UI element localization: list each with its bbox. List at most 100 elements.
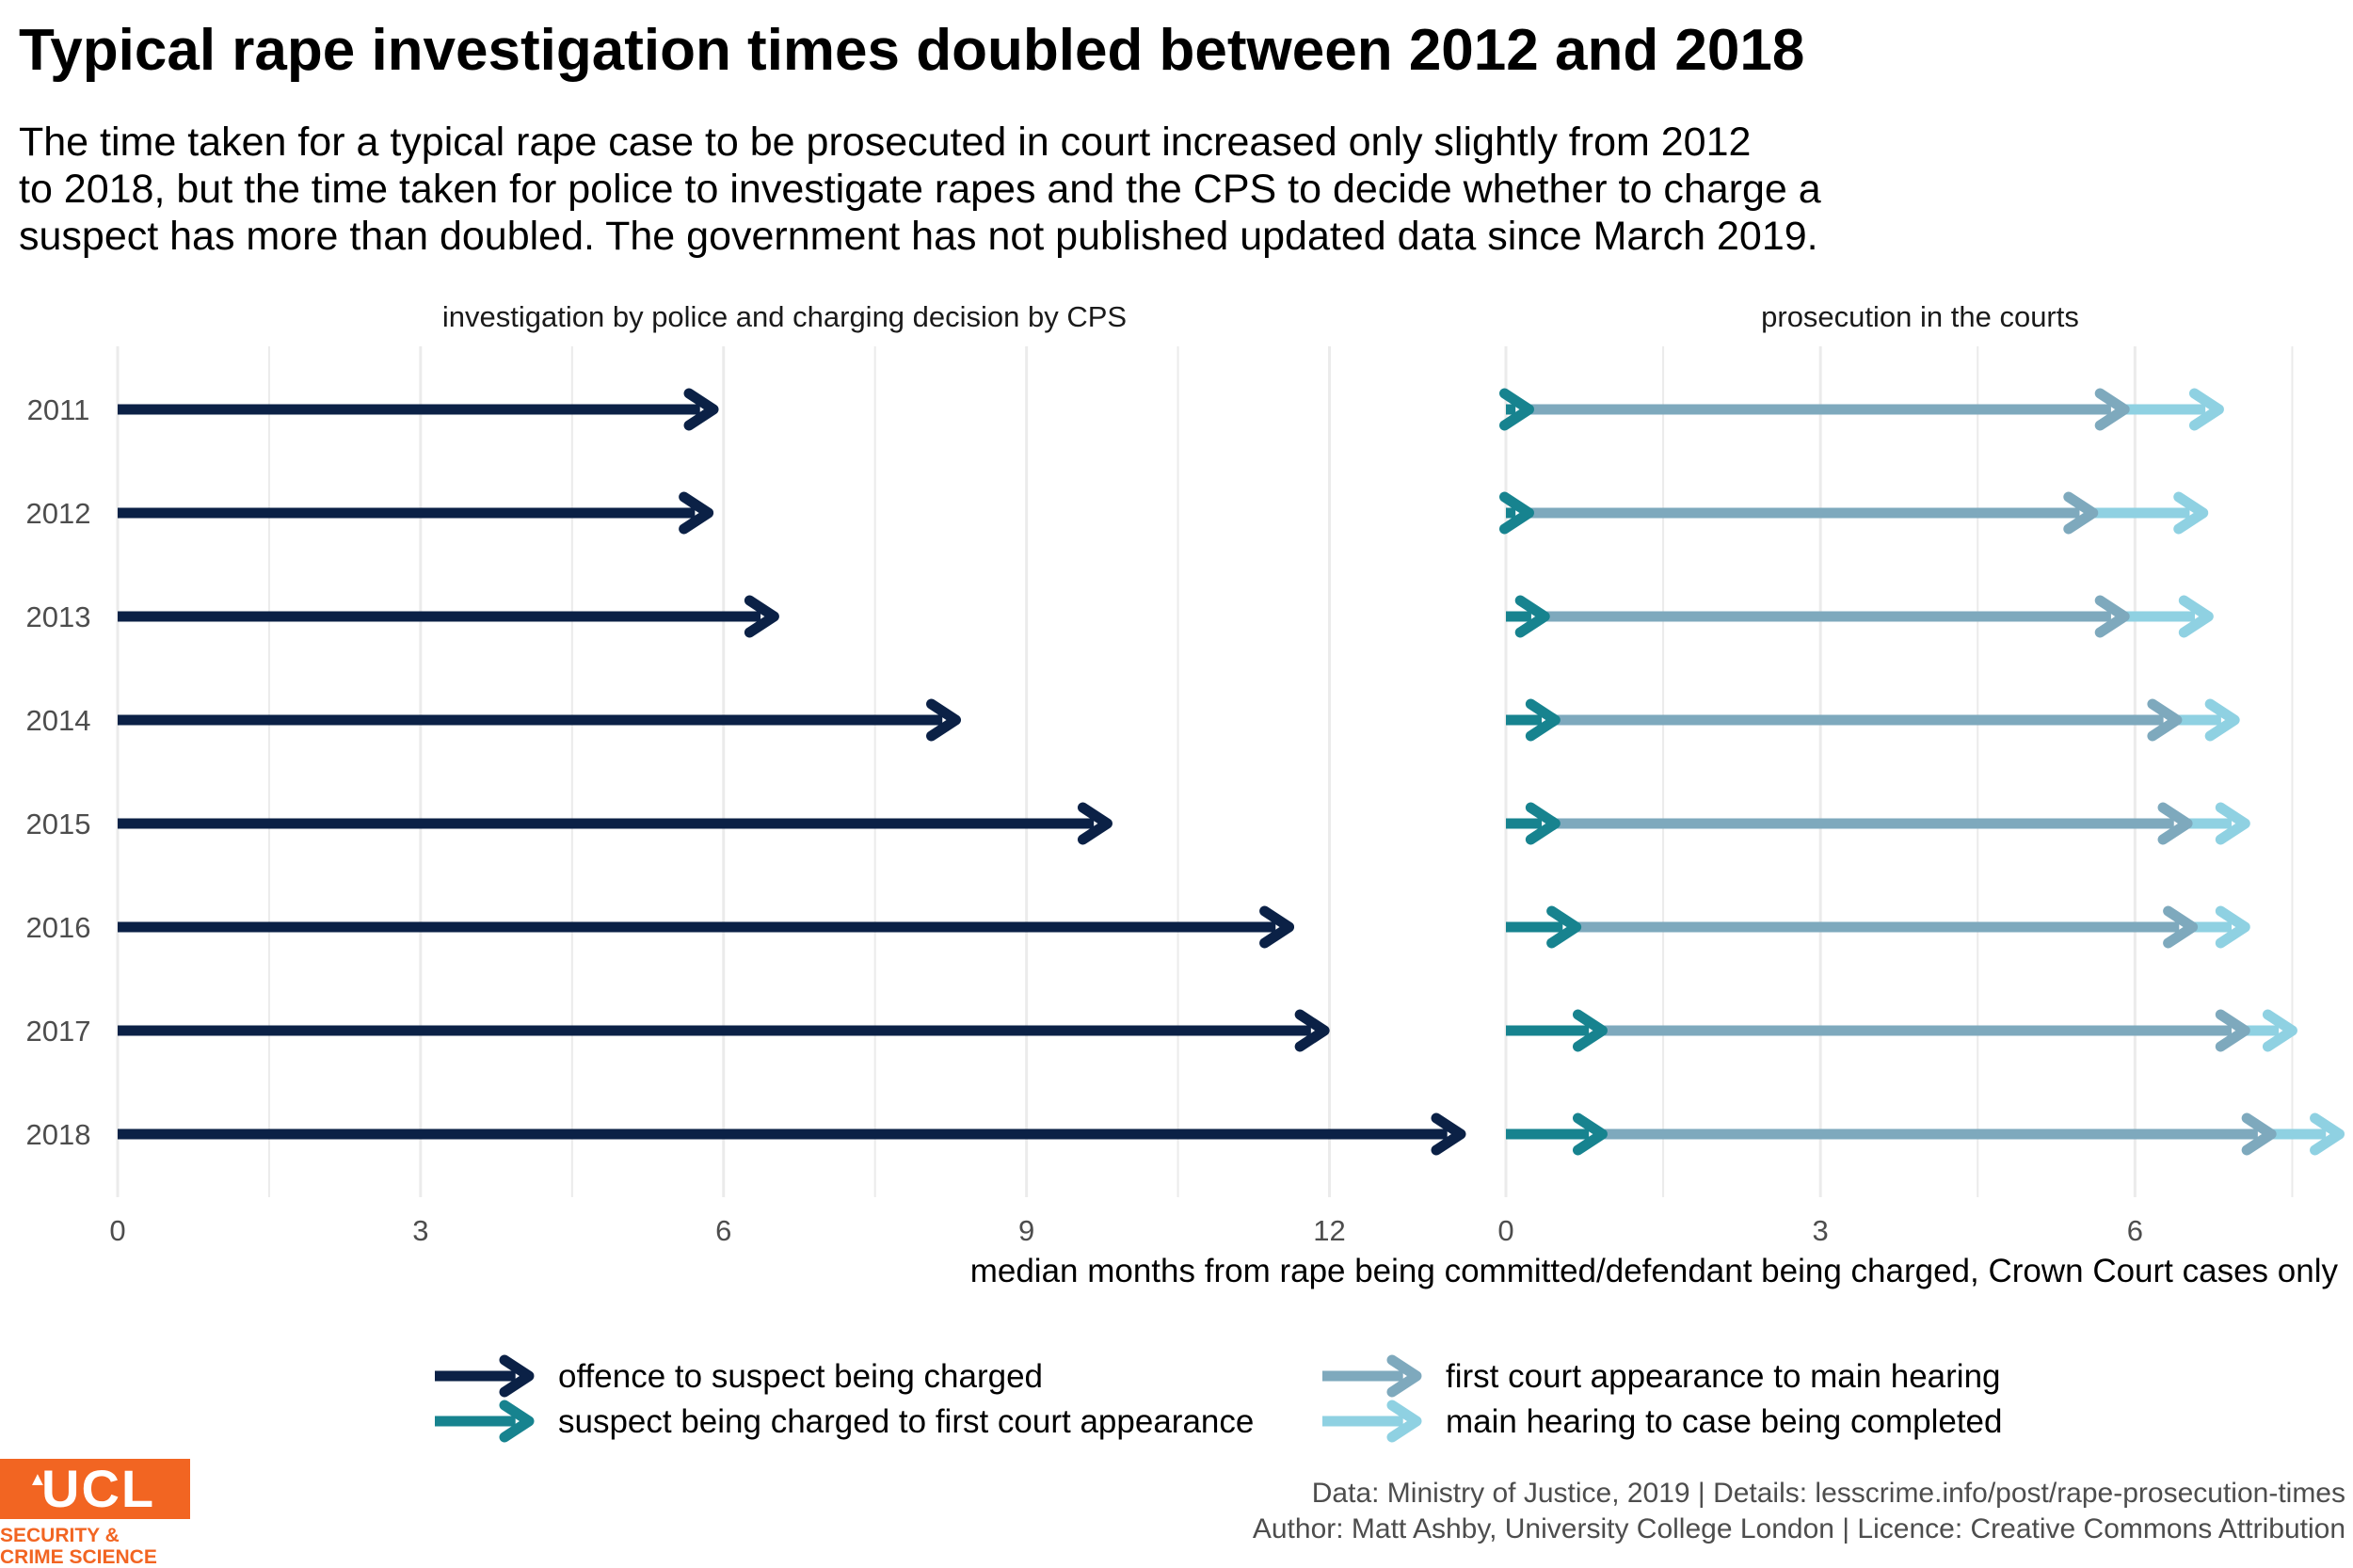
arrow-charge-to-first-court-head [1499, 491, 1535, 535]
legend-item: main hearing to case being completed [1322, 1400, 2002, 1443]
y-tick-label: 2018 [26, 1118, 91, 1151]
ucl-logo-word: UCL [41, 1459, 156, 1518]
arrow-main-hearing-to-completion [2176, 698, 2240, 742]
arrow-main-hearing-to-completion-head [2204, 698, 2240, 742]
arrow-charge-to-first-court-head [1525, 802, 1561, 845]
arrow-first-court-to-main-hearing [1521, 388, 2130, 431]
y-tick-label: 2014 [26, 704, 91, 737]
arrow-first-court-to-main-hearing-head [2241, 1112, 2277, 1156]
arrow-offence-to-charge-head [744, 595, 779, 638]
arrow-first-court-to-main-hearing [1594, 1112, 2277, 1156]
arrow-offence-to-charge-head [1294, 1009, 1330, 1052]
arrow-main-hearing-to-completion-head [2188, 388, 2224, 431]
arrow-first-court-to-main-hearing-head [2157, 802, 2193, 845]
arrow-offence-to-charge [118, 491, 714, 535]
arrow-charge-to-first-court-head [1499, 388, 1535, 431]
arrow-offence-to-charge [118, 595, 779, 638]
x-tick-label: 6 [2127, 1214, 2143, 1247]
y-tick-label: 2012 [26, 497, 91, 530]
arrow-charge-to-first-court [1506, 802, 1561, 845]
legend-label: first court appearance to main hearing [1446, 1358, 2001, 1395]
arrow-first-court-to-main-hearing-head [2094, 595, 2130, 638]
arrow-main-hearing-to-completion-head [2215, 802, 2250, 845]
arrow-first-court-to-main-hearing-head [2063, 491, 2099, 535]
legend-label: main hearing to case being completed [1446, 1403, 2002, 1440]
caption-author: Author: Matt Ashby, University College L… [1252, 1513, 2345, 1544]
arrow-first-court-to-main-hearing [1594, 1009, 2250, 1052]
y-tick-label: 2016 [26, 911, 91, 944]
x-tick-label: 3 [412, 1214, 428, 1247]
legend-item: offence to suspect being charged [435, 1354, 1043, 1398]
arrow-main-hearing-to-completion [2124, 388, 2224, 431]
legend-arrow-head [499, 1354, 535, 1398]
arrow-first-court-to-main-hearing-head [2094, 388, 2130, 431]
ucl-dome-icon: ▲ [28, 1469, 47, 1490]
x-tick-label: 6 [715, 1214, 731, 1247]
caption: Data: Ministry of Justice, 2019 | Detail… [1253, 1476, 2345, 1547]
arrow-charge-to-first-court [1506, 698, 1561, 742]
arrow-charge-to-first-court-head [1572, 1009, 1608, 1052]
chart-subtitle: The time taken for a typical rape case t… [19, 119, 1995, 260]
arrow-charge-to-first-court-head [1546, 905, 1582, 949]
arrow-first-court-to-main-hearing [1537, 595, 2130, 638]
arrow-main-hearing-to-completion [2271, 1112, 2345, 1156]
legend-arrow [1322, 1354, 1422, 1398]
x-tick-label: 12 [1313, 1214, 1345, 1247]
x-tick-label: 3 [1813, 1214, 1829, 1247]
x-axis-title: median months from rape being committed/… [970, 1253, 2339, 1289]
arrow-main-hearing-to-completion-head [2178, 595, 2214, 638]
arrow-charge-to-first-court-head [1525, 698, 1561, 742]
arrow-offence-to-charge-head [679, 491, 714, 535]
legend-arrow-head [1386, 1354, 1422, 1398]
arrow-offence-to-charge-head [1077, 802, 1112, 845]
arrow-offence-to-charge [118, 698, 962, 742]
panel-title: prosecution in the courts [1761, 300, 2079, 333]
arrow-first-court-to-main-hearing-head [2163, 905, 2199, 949]
arrow-charge-to-first-court [1506, 1112, 1608, 1156]
arrow-offence-to-charge [118, 802, 1112, 845]
arrow-offence-to-charge-head [1259, 905, 1295, 949]
subtitle-line: to 2018, but the time taken for police t… [19, 167, 1821, 212]
arrow-main-hearing-to-completion [2187, 802, 2250, 845]
logo-subtitle-line: CRIME SCIENCE [0, 1546, 157, 1568]
arrow-offence-to-charge-head [1431, 1112, 1466, 1156]
arrow-offence-to-charge-head [683, 388, 719, 431]
legend-arrow [435, 1354, 535, 1398]
arrow-main-hearing-to-completion [2092, 491, 2209, 535]
ucl-logo-box: ▲ UCL [0, 1459, 190, 1519]
arrow-main-hearing-to-completion-head [2215, 905, 2250, 949]
arrow-first-court-to-main-hearing-head [2215, 1009, 2250, 1052]
arrow-charge-to-first-court [1506, 1009, 1608, 1052]
arrow-main-hearing-to-completion-head [2262, 1009, 2297, 1052]
legend-arrow-head [1386, 1400, 1422, 1443]
arrow-charge-to-first-court [1506, 595, 1550, 638]
arrow-offence-to-charge [118, 1112, 1466, 1156]
arrow-charge-to-first-court-head [1572, 1112, 1608, 1156]
arrow-first-court-to-main-hearing [1547, 698, 2183, 742]
arrow-first-court-to-main-hearing-head [2147, 698, 2183, 742]
arrow-charge-to-first-court [1499, 491, 1535, 535]
arrow-first-court-to-main-hearing [1547, 802, 2193, 845]
caption-data-source: Data: Ministry of Justice, 2019 | Detail… [1311, 1478, 2345, 1509]
arrow-offence-to-charge [118, 905, 1295, 949]
panel-title: investigation by police and charging dec… [442, 300, 1127, 333]
arrow-main-hearing-to-completion [2192, 905, 2250, 949]
chart-title: Typical rape investigation times doubled… [19, 18, 1805, 83]
x-tick-label: 9 [1018, 1214, 1034, 1247]
y-tick-label: 2015 [26, 808, 91, 840]
arrow-first-court-to-main-hearing [1521, 491, 2099, 535]
arrow-offence-to-charge [118, 388, 719, 431]
legend-arrow [435, 1400, 535, 1443]
y-tick-label: 2011 [27, 393, 90, 426]
arrow-charge-to-first-court-head [1514, 595, 1550, 638]
arrow-main-hearing-to-completion-head [2173, 491, 2209, 535]
y-tick-label: 2017 [26, 1015, 91, 1048]
arrow-first-court-to-main-hearing [1568, 905, 2199, 949]
ucl-logo: ▲ UCL SECURITY & CRIME SCIENCE [0, 1459, 190, 1568]
legend-item: suspect being charged to first court app… [435, 1400, 1254, 1443]
legend-arrow-head [499, 1400, 535, 1443]
legend: offence to suspect being charged suspect … [435, 1354, 2002, 1443]
chart-marks [118, 388, 2345, 1156]
logo-subtitle-line: SECURITY & [0, 1525, 120, 1546]
